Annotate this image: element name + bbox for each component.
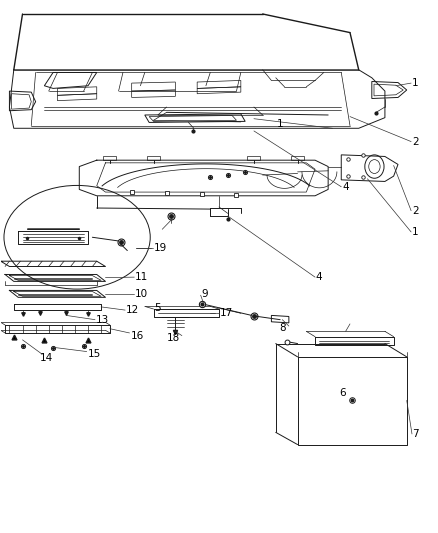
Text: 2: 2 [412, 136, 419, 147]
Text: 14: 14 [40, 353, 53, 363]
Text: 12: 12 [126, 305, 139, 315]
Text: 16: 16 [131, 330, 144, 341]
Text: 1: 1 [412, 78, 419, 88]
Text: 1: 1 [412, 227, 419, 237]
Text: 4: 4 [342, 182, 349, 192]
Text: 15: 15 [88, 349, 101, 359]
Text: 19: 19 [153, 243, 167, 253]
Text: 17: 17 [219, 308, 233, 318]
Text: 5: 5 [154, 303, 161, 313]
Text: 8: 8 [279, 322, 286, 333]
Text: 1: 1 [277, 119, 283, 129]
Text: 2: 2 [412, 206, 419, 216]
Text: 18: 18 [166, 333, 180, 343]
Text: 11: 11 [135, 272, 148, 282]
Text: 13: 13 [96, 314, 109, 325]
Text: 9: 9 [201, 289, 208, 299]
Text: 7: 7 [412, 429, 419, 439]
Text: 10: 10 [135, 288, 148, 298]
Text: 6: 6 [339, 388, 346, 398]
Text: 4: 4 [316, 272, 322, 282]
